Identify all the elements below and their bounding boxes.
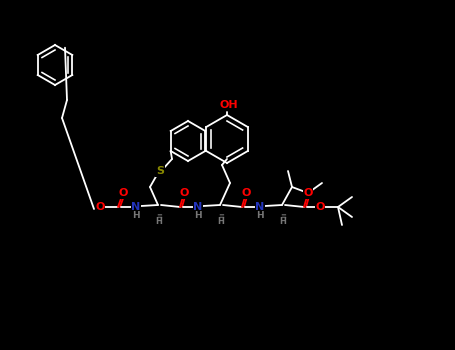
Text: H: H <box>256 211 264 220</box>
Text: OH: OH <box>220 100 238 110</box>
Text: O: O <box>315 202 325 212</box>
Text: ≡: ≡ <box>156 213 162 219</box>
Text: H: H <box>132 211 140 220</box>
Text: H: H <box>156 217 162 226</box>
Text: N: N <box>131 202 141 212</box>
Text: N: N <box>193 202 202 212</box>
Text: H: H <box>217 217 224 226</box>
Text: O: O <box>241 188 251 198</box>
Text: H: H <box>279 217 287 226</box>
Text: O: O <box>179 188 189 198</box>
Text: N: N <box>255 202 265 212</box>
Text: S: S <box>156 166 164 176</box>
Text: O: O <box>95 202 105 212</box>
Text: ≡: ≡ <box>280 213 286 219</box>
Text: O: O <box>118 188 128 198</box>
Text: H: H <box>194 211 202 220</box>
Text: O: O <box>303 188 313 198</box>
Text: ≡: ≡ <box>218 213 224 219</box>
